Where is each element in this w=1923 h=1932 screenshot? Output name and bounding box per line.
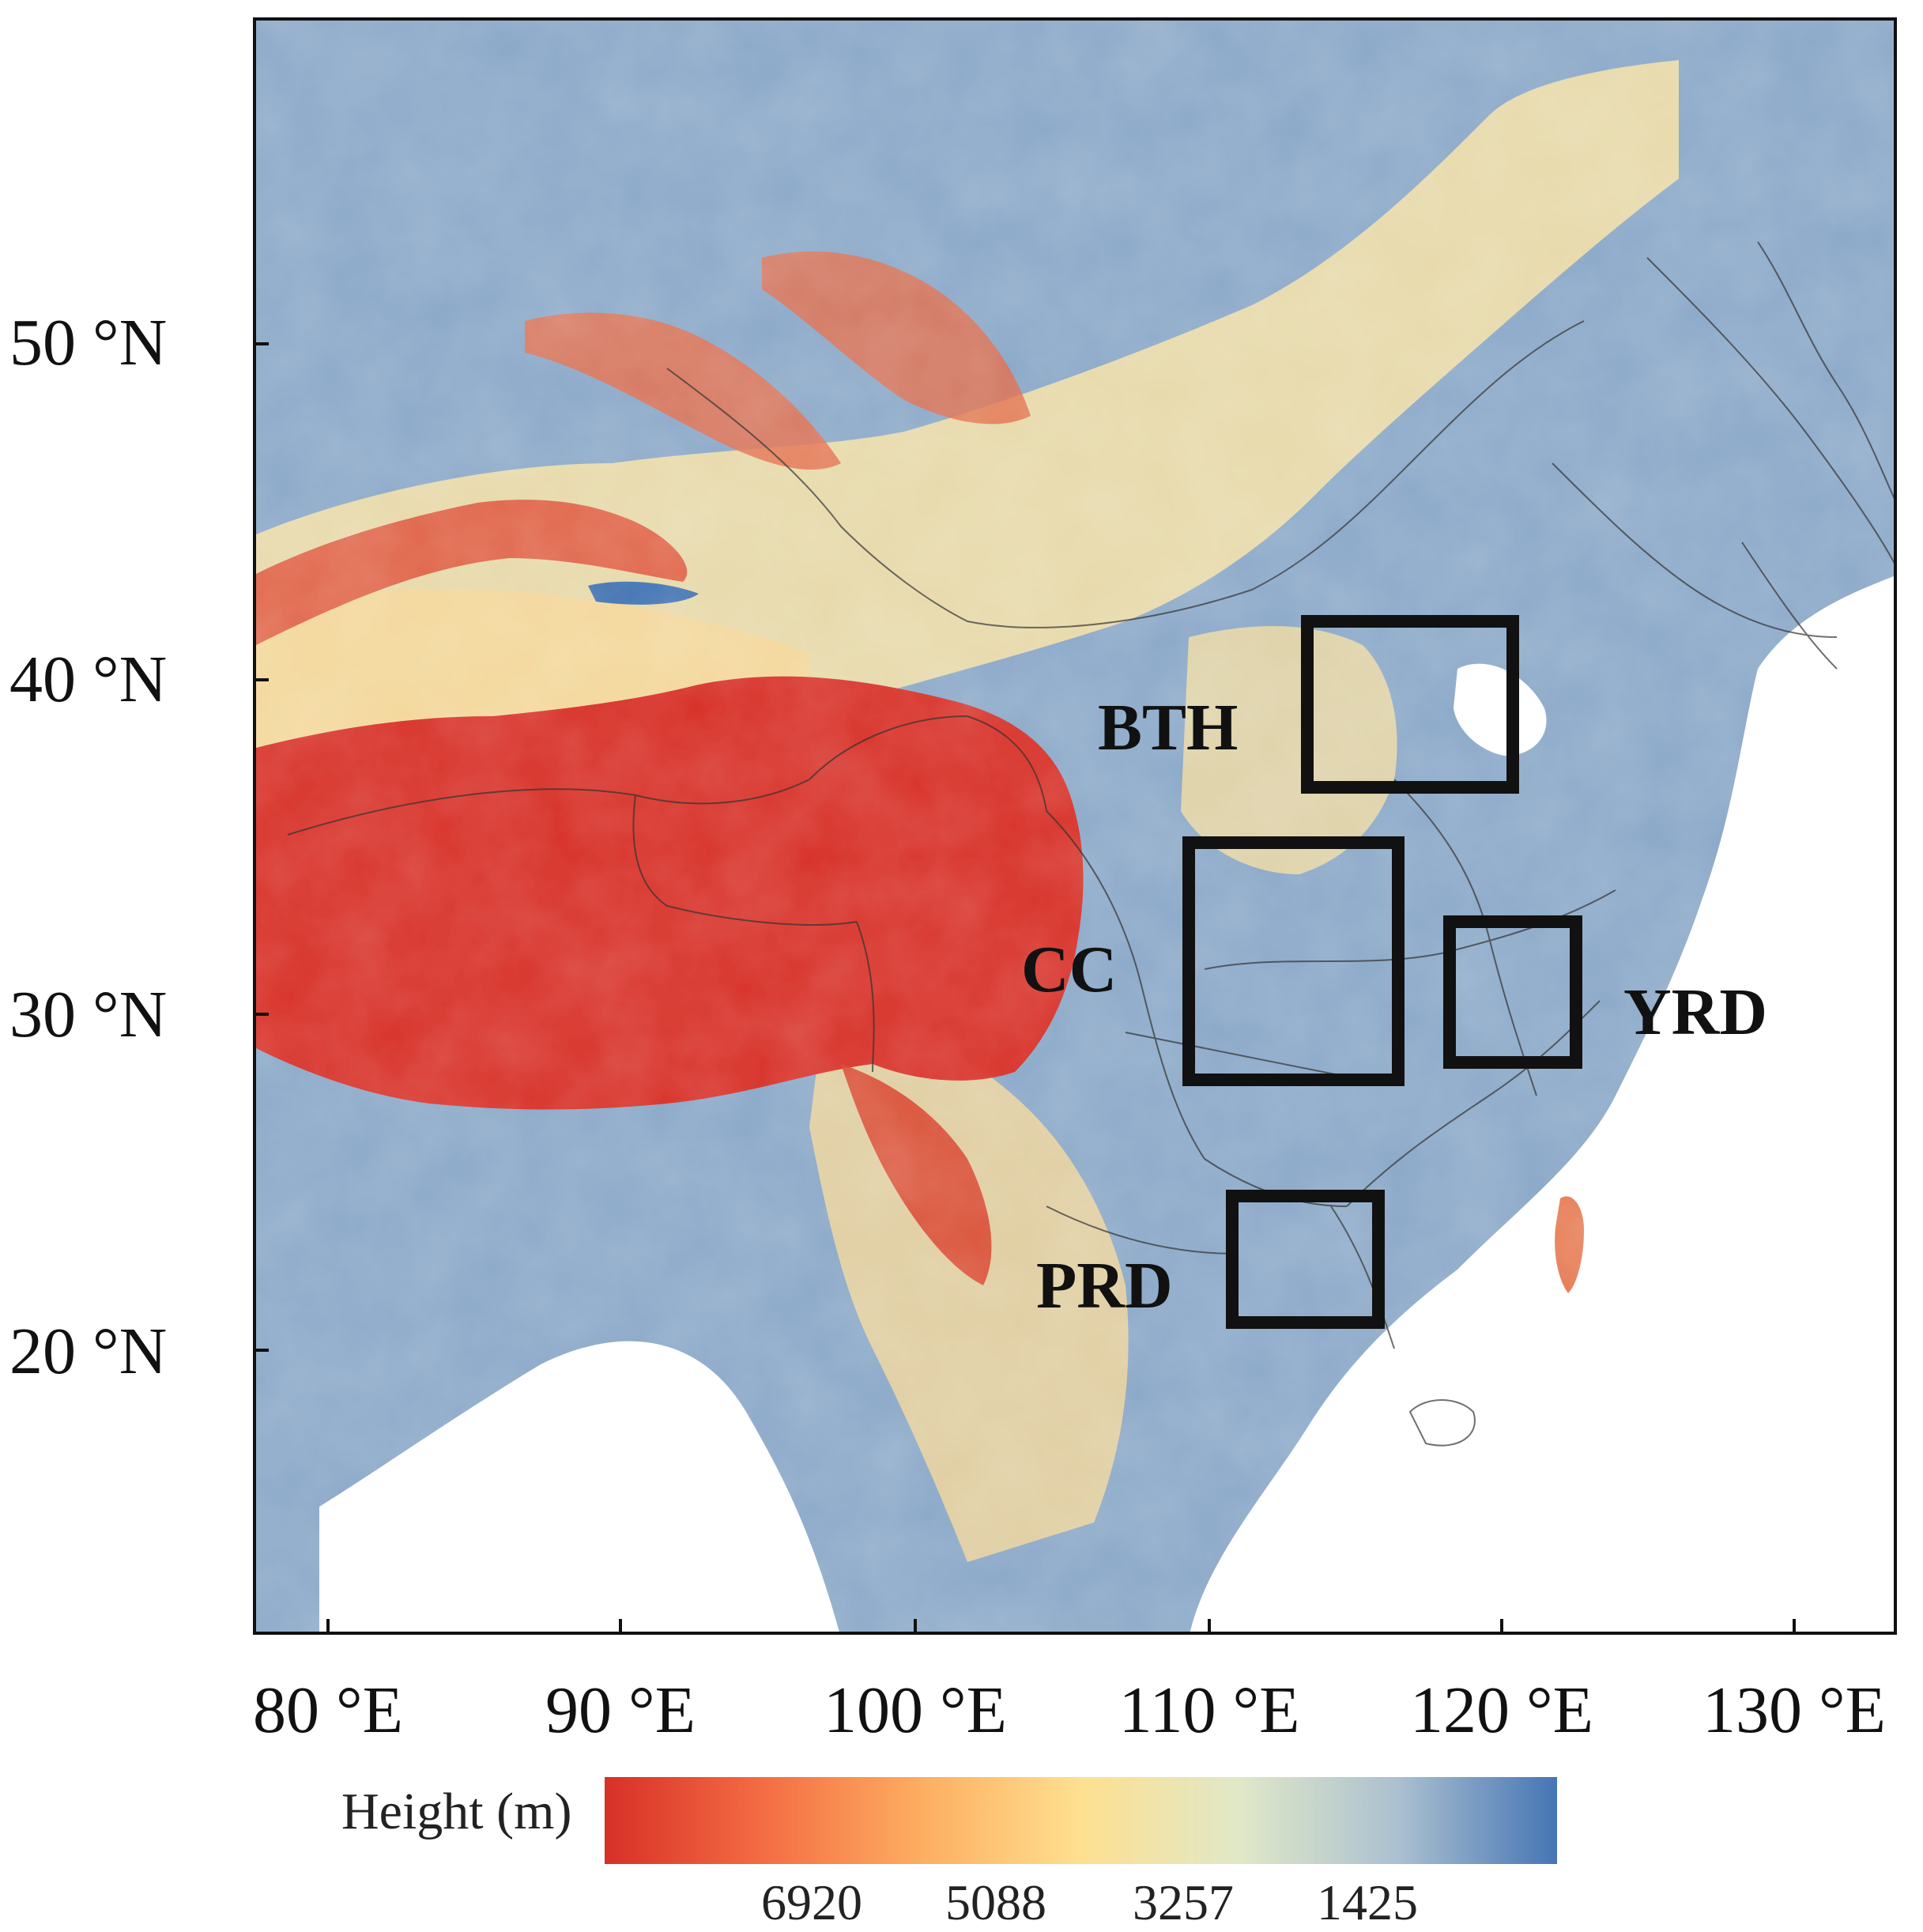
region-label-bth: BTH [1098, 691, 1238, 764]
lat-label-30n: 30 °N [9, 978, 168, 1051]
region-label-cc: CC [1021, 933, 1117, 1006]
colorbar-tick-label: 5088 [945, 1874, 1046, 1930]
boundary-line [1046, 1206, 1237, 1255]
lon-label-130e: 130 °E [1702, 1674, 1886, 1747]
elevation-map: BTH CC YRD PRD [253, 17, 1897, 1635]
lat-label-20n: 20 °N [9, 1315, 168, 1388]
colorbar-tick-label: 1425 [1317, 1874, 1418, 1930]
boundary-line [1757, 241, 1894, 500]
boundary-line [1646, 257, 1894, 564]
lat-label-40n: 40 °N [9, 643, 168, 716]
lon-label-80e: 80 °E [253, 1674, 403, 1747]
region-boxes [1182, 615, 1582, 1329]
colorbar-tick-label: 3257 [1133, 1874, 1234, 1930]
height-colorbar [605, 1777, 1557, 1864]
lon-label-90e: 90 °E [545, 1674, 696, 1747]
boundary-line [1346, 1000, 1601, 1207]
prd-box [1226, 1190, 1385, 1329]
region-label-prd: PRD [1036, 1249, 1173, 1323]
region-label-yrd: YRD [1623, 975, 1767, 1049]
boundary-line [1741, 541, 1838, 670]
map-canvas: BTH CC YRD PRD [256, 21, 1894, 1632]
boundary-line [1393, 779, 1537, 1096]
terrain-texture [256, 21, 1894, 1632]
bth-box [1301, 615, 1519, 794]
boundary-line [1330, 1206, 1395, 1349]
boundary-line [287, 779, 810, 836]
lat-label-50n: 50 °N [9, 306, 168, 379]
boundary-line [1408, 1399, 1476, 1447]
lon-label-120e: 120 °E [1410, 1674, 1593, 1747]
boundary-line [1552, 462, 1838, 638]
boundary-line [809, 715, 1047, 812]
lon-label-110e: 110 °E [1118, 1674, 1300, 1747]
cc-box [1182, 836, 1405, 1086]
boundary-line [666, 320, 1585, 628]
yrd-box [1443, 915, 1582, 1069]
lon-label-100e: 100 °E [824, 1674, 1007, 1747]
colorbar-tick-label: 6920 [761, 1874, 862, 1930]
legend-title: Height (m) [341, 1783, 572, 1840]
boundary-line [632, 794, 858, 926]
boundary-line [856, 921, 875, 1073]
